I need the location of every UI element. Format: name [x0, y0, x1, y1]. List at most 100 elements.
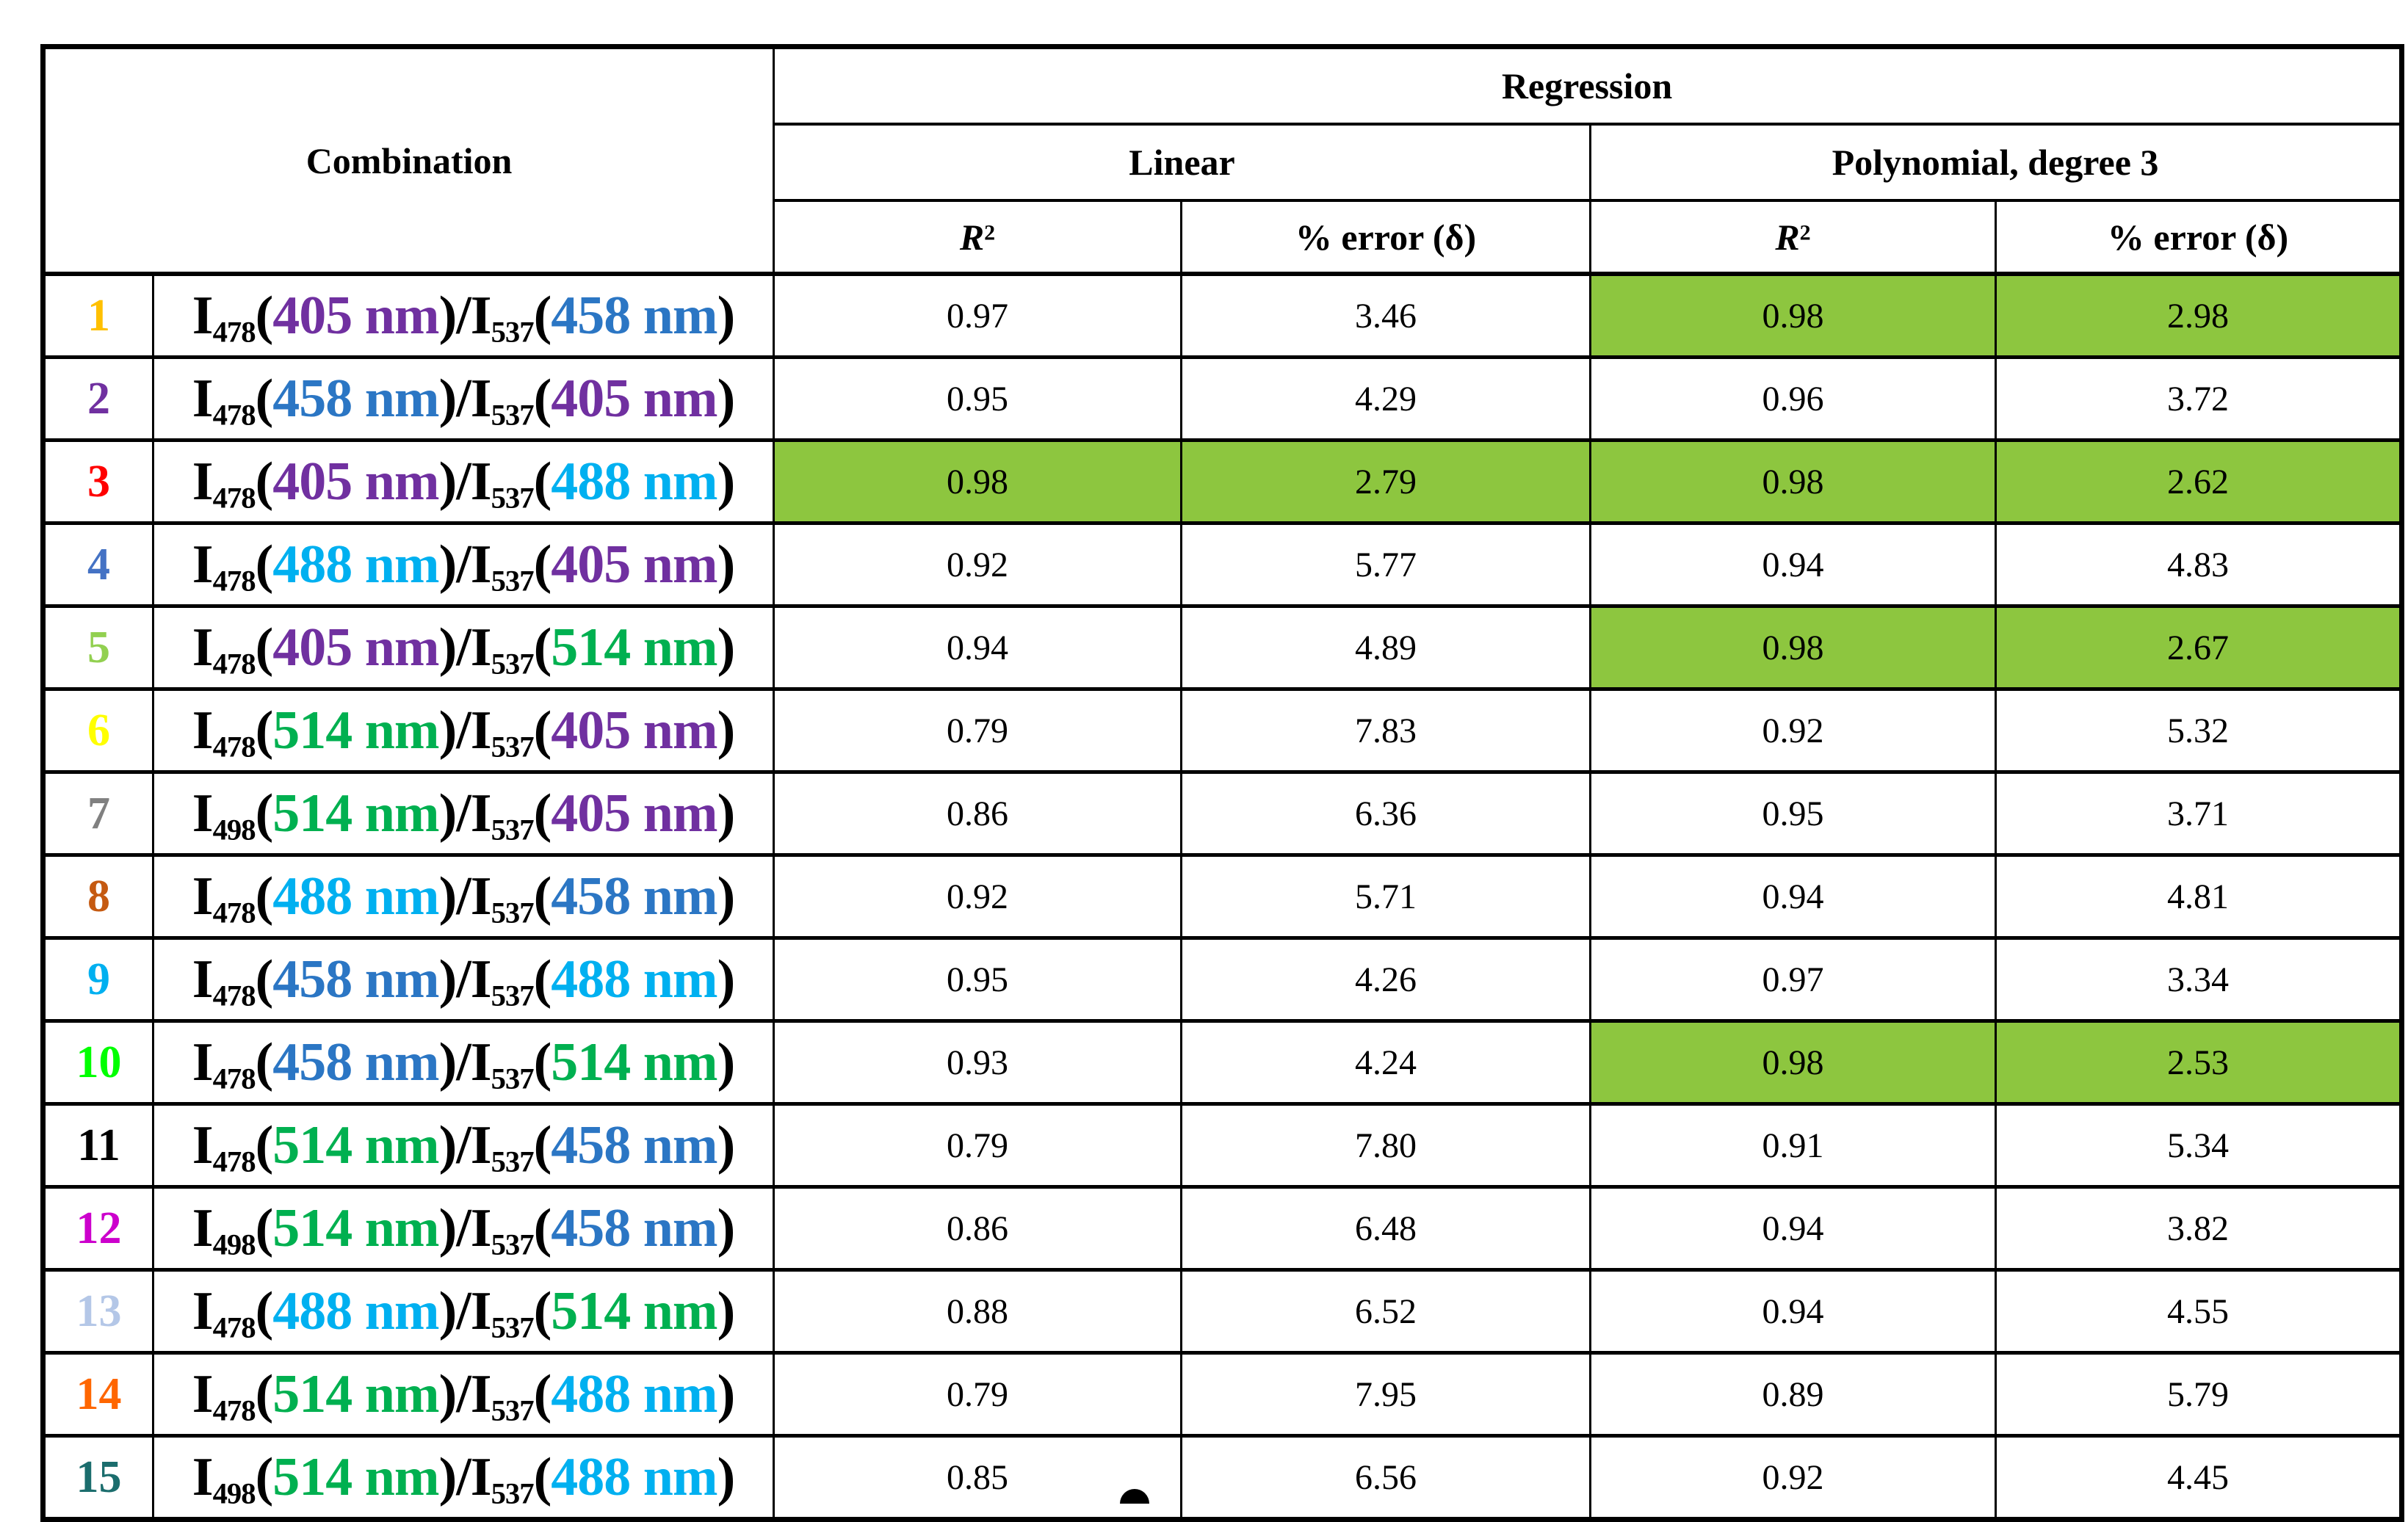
- poly-error-value: 5.32: [1994, 688, 2404, 774]
- linear-r2-value: 0.79: [773, 1352, 1182, 1438]
- poly-error-header: % error (δ): [1994, 199, 2404, 276]
- open-paren: (: [533, 1280, 552, 1341]
- linear-error-value: 7.83: [1180, 688, 1591, 774]
- close-paren: ): [717, 285, 736, 346]
- intensity-symbol: I: [192, 1446, 214, 1507]
- emission-subscript-2: 537: [491, 1227, 535, 1261]
- emission-subscript-2: 537: [491, 812, 535, 846]
- linear-r2-value: 0.94: [773, 605, 1182, 691]
- open-paren: (: [533, 949, 552, 1010]
- linear-error-value: 5.71: [1180, 854, 1591, 940]
- emission-subscript-1: 498: [212, 812, 256, 846]
- divide-intensity-symbol: )/I: [438, 949, 492, 1010]
- excitation-wavelength-1: 488 nm: [272, 1280, 439, 1341]
- open-paren: (: [533, 700, 552, 761]
- poly-r2-value: 0.98: [1589, 272, 1997, 359]
- linear-r2-value: 0.97: [773, 272, 1182, 359]
- open-paren: (: [533, 1363, 552, 1424]
- emission-subscript-2: 537: [491, 563, 535, 597]
- excitation-wavelength-1: 514 nm: [272, 700, 439, 761]
- close-paren: ): [717, 451, 736, 512]
- intensity-symbol: I: [192, 783, 214, 844]
- close-paren: ): [717, 700, 736, 761]
- emission-subscript-1: 478: [212, 729, 256, 763]
- close-paren: ): [717, 866, 736, 927]
- row-number: 6: [42, 688, 154, 774]
- linear-r2-value: 0.79: [773, 688, 1182, 774]
- intensity-symbol: I: [192, 617, 214, 678]
- linear-error-value: 4.29: [1180, 356, 1591, 442]
- poly-error-value: 4.45: [1994, 1435, 2404, 1521]
- linear-r2-value: 0.95: [773, 356, 1182, 442]
- combination-header: Combination: [42, 46, 775, 275]
- open-paren: (: [255, 1363, 274, 1424]
- poly-r2-value: 0.95: [1589, 771, 1997, 857]
- combination-formula: I498(514 nm)/I537(488 nm): [152, 1435, 775, 1521]
- linear-error-value: 2.79: [1180, 439, 1591, 525]
- poly-error-value: 2.98: [1994, 272, 2404, 359]
- excitation-wavelength-2: 514 nm: [551, 1280, 717, 1341]
- open-paren: (: [533, 1446, 552, 1507]
- emission-subscript-1: 498: [212, 1476, 256, 1510]
- open-paren: (: [255, 617, 274, 678]
- open-paren: (: [255, 1115, 274, 1175]
- intensity-symbol: I: [192, 1363, 214, 1424]
- table-row: 2 I478(458 nm)/I537(405 nm) 0.95 4.29 0.…: [42, 356, 2404, 442]
- open-paren: (: [255, 700, 274, 761]
- linear-error-value: 3.46: [1180, 272, 1591, 359]
- row-number: 15: [42, 1435, 154, 1521]
- open-paren: (: [255, 1280, 274, 1341]
- intensity-symbol: I: [192, 1280, 214, 1341]
- emission-subscript-2: 537: [491, 397, 535, 431]
- table-row: 10 I478(458 nm)/I537(514 nm) 0.93 4.24 0…: [42, 1020, 2404, 1106]
- poly-r2-value: 0.94: [1589, 522, 1997, 608]
- intensity-symbol: I: [192, 451, 214, 512]
- table-row: 1 I478(405 nm)/I537(458 nm) 0.97 3.46 0.…: [42, 272, 2404, 359]
- open-paren: (: [255, 949, 274, 1010]
- row-number: 10: [42, 1020, 154, 1106]
- open-paren: (: [533, 783, 552, 844]
- table-row: 3 I478(405 nm)/I537(488 nm) 0.98 2.79 0.…: [42, 439, 2404, 525]
- emission-subscript-1: 478: [212, 1144, 256, 1178]
- excitation-wavelength-2: 405 nm: [551, 368, 717, 429]
- combination-formula: I478(405 nm)/I537(488 nm): [152, 439, 775, 525]
- emission-subscript-2: 537: [491, 314, 535, 348]
- poly-error-value: 5.34: [1994, 1103, 2404, 1189]
- emission-subscript-2: 537: [491, 1393, 535, 1427]
- close-paren: ): [717, 783, 736, 844]
- divide-intensity-symbol: )/I: [438, 1280, 492, 1341]
- poly-error-value: 2.53: [1994, 1020, 2404, 1106]
- poly-r2-value: 0.96: [1589, 356, 1997, 442]
- open-paren: (: [255, 783, 274, 844]
- excitation-wavelength-2: 514 nm: [551, 617, 717, 678]
- emission-subscript-1: 478: [212, 1393, 256, 1427]
- linear-r2-value: 0.92: [773, 854, 1182, 940]
- intensity-symbol: I: [192, 1032, 214, 1092]
- poly-r2-value: 0.94: [1589, 854, 1997, 940]
- poly-r2-value: 0.98: [1589, 439, 1997, 525]
- linear-r2-value: 0.88: [773, 1269, 1182, 1355]
- open-paren: (: [255, 534, 274, 595]
- emission-subscript-2: 537: [491, 1476, 535, 1510]
- excitation-wavelength-2: 488 nm: [551, 1363, 717, 1424]
- emission-subscript-1: 478: [212, 646, 256, 680]
- row-number: 12: [42, 1186, 154, 1272]
- poly-r2-header: R2: [1589, 199, 1997, 276]
- table-row: 12 I498(514 nm)/I537(458 nm) 0.86 6.48 0…: [42, 1186, 2404, 1272]
- open-paren: (: [255, 451, 274, 512]
- excitation-wavelength-1: 405 nm: [272, 617, 439, 678]
- intensity-symbol: I: [192, 285, 214, 346]
- poly-error-value: 2.67: [1994, 605, 2404, 691]
- open-paren: (: [255, 1032, 274, 1092]
- poly-r2-value: 0.92: [1589, 1435, 1997, 1521]
- divide-intensity-symbol: )/I: [438, 617, 492, 678]
- divide-intensity-symbol: )/I: [438, 1446, 492, 1507]
- excitation-wavelength-1: 405 nm: [272, 451, 439, 512]
- excitation-wavelength-1: 405 nm: [272, 285, 439, 346]
- emission-subscript-2: 537: [491, 1310, 535, 1344]
- row-number: 5: [42, 605, 154, 691]
- linear-error-value: 4.26: [1180, 937, 1591, 1023]
- close-paren: ): [717, 1363, 736, 1424]
- linear-error-value: 6.36: [1180, 771, 1591, 857]
- emission-subscript-1: 478: [212, 314, 256, 348]
